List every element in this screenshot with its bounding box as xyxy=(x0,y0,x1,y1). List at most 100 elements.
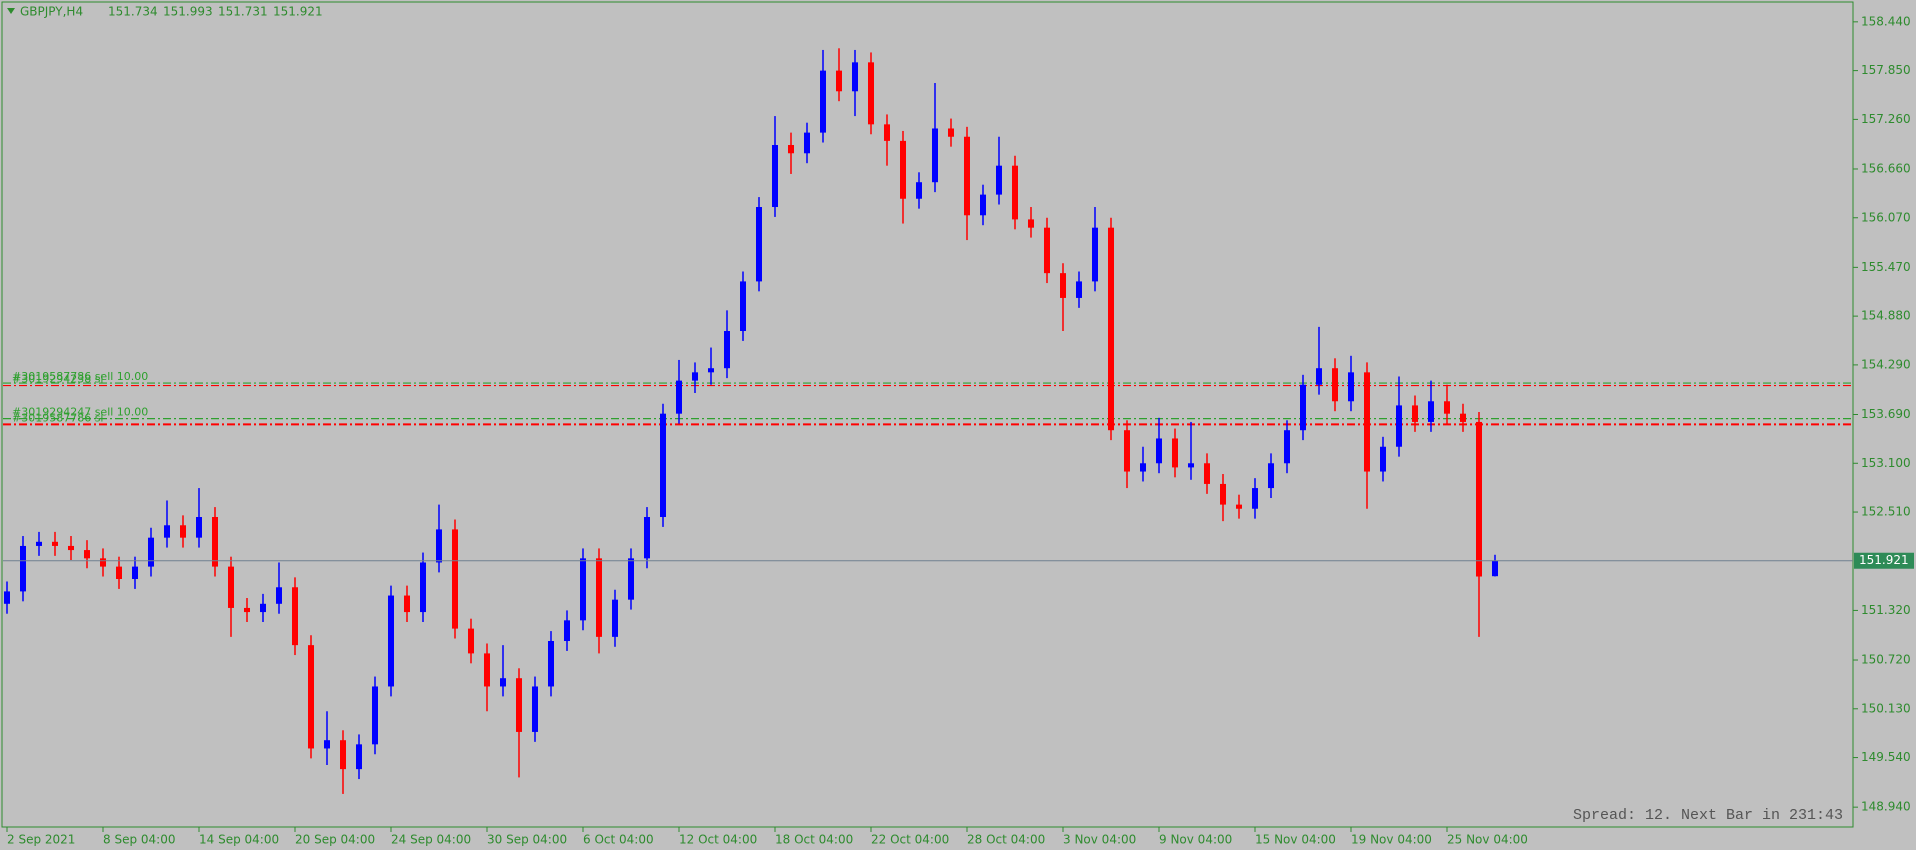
candle-body xyxy=(548,641,554,687)
candle-body xyxy=(516,678,522,732)
candle-body xyxy=(980,194,986,216)
candle-body xyxy=(500,678,506,687)
y-tick-label: 149.540 xyxy=(1861,750,1911,764)
candle-body xyxy=(1300,384,1306,431)
x-tick-label: 24 Sep 04:00 xyxy=(391,833,471,847)
candle-body xyxy=(1428,401,1434,422)
x-tick-label: 8 Sep 04:00 xyxy=(103,833,175,847)
candle-body xyxy=(612,599,618,637)
candle-body xyxy=(292,587,298,646)
symbol-title: GBPJPY,H4 xyxy=(20,5,83,19)
header: GBPJPY,H4 151.734 151.993 151.731 151.92… xyxy=(20,5,323,19)
candle-body xyxy=(1444,401,1450,414)
candle-body xyxy=(84,550,90,559)
candle-body xyxy=(356,744,362,770)
x-tick-label: 28 Oct 04:00 xyxy=(967,833,1045,847)
candle-body xyxy=(324,740,330,749)
candle-body xyxy=(740,281,746,332)
candle-body xyxy=(596,558,602,637)
candle-body xyxy=(644,517,650,559)
candle-body xyxy=(20,545,26,592)
candle-body xyxy=(1092,227,1098,282)
candle-body xyxy=(852,62,858,92)
y-tick-label: 156.070 xyxy=(1861,210,1911,224)
y-tick-label: 154.290 xyxy=(1861,357,1911,371)
candle-body xyxy=(1204,463,1210,484)
candle-body xyxy=(1380,446,1386,472)
candle-body xyxy=(196,517,202,538)
candle-body xyxy=(308,645,314,749)
candle-body xyxy=(1284,430,1290,464)
x-tick-label: 12 Oct 04:00 xyxy=(679,833,757,847)
candle-body xyxy=(4,591,10,604)
candle-body xyxy=(1268,463,1274,489)
candle-body xyxy=(804,132,810,154)
header-low: 151.731 xyxy=(218,5,268,19)
candle-body xyxy=(916,182,922,199)
candle-body xyxy=(1364,372,1370,472)
y-tick-label: 157.850 xyxy=(1861,63,1911,77)
candles xyxy=(4,48,1498,794)
candle-body xyxy=(580,558,586,621)
candle-body xyxy=(1012,165,1018,220)
candle-body xyxy=(1252,488,1258,509)
candle-body xyxy=(420,562,426,613)
spread-status: Spread: 12. Next Bar in 231:43 xyxy=(1573,807,1843,824)
x-tick-label: 30 Sep 04:00 xyxy=(487,833,567,847)
y-tick-label: 153.100 xyxy=(1861,456,1911,470)
order-label: #3019294238 sl xyxy=(12,373,104,386)
x-tick-label: 6 Oct 04:00 xyxy=(583,833,654,847)
candle-body xyxy=(132,566,138,580)
candle-body xyxy=(1188,463,1194,468)
y-tick-label: 156.660 xyxy=(1861,161,1911,175)
y-tick-label: 151.320 xyxy=(1861,603,1911,617)
candle-body xyxy=(1172,438,1178,468)
y-tick-label: 153.690 xyxy=(1861,407,1911,421)
candle-body xyxy=(564,620,570,642)
candle-body xyxy=(452,529,458,629)
candle-body xyxy=(1492,560,1498,577)
candle-body xyxy=(708,368,714,373)
candle-body xyxy=(660,413,666,518)
candle-body xyxy=(1124,430,1130,472)
candle-body xyxy=(36,541,42,546)
candle-body xyxy=(1028,219,1034,228)
candle-body xyxy=(932,128,938,183)
candle-body xyxy=(1108,227,1114,431)
candle-body xyxy=(180,525,186,538)
candle-body xyxy=(68,545,74,551)
candle-body xyxy=(244,607,250,613)
x-tick-label: 2 Sep 2021 xyxy=(7,833,75,847)
candle-body xyxy=(1044,227,1050,274)
candle-body xyxy=(948,128,954,137)
candle-body xyxy=(52,541,58,546)
candle-body xyxy=(388,595,394,687)
x-tick-label: 19 Nov 04:00 xyxy=(1351,833,1432,847)
candle-body xyxy=(756,207,762,282)
candle-body xyxy=(628,558,634,600)
candle-body xyxy=(260,603,266,613)
candle-body xyxy=(1460,413,1466,422)
candle-body xyxy=(1236,504,1242,509)
y-tick-label: 152.510 xyxy=(1861,505,1911,519)
header-close: 151.921 xyxy=(273,5,323,19)
candle-body xyxy=(164,525,170,538)
candle-body xyxy=(340,740,346,770)
candle-body xyxy=(996,165,1002,195)
candle-body xyxy=(1332,368,1338,402)
collapse-toggle[interactable] xyxy=(7,8,15,14)
x-tick-label: 9 Nov 04:00 xyxy=(1159,833,1232,847)
candle-body xyxy=(1476,421,1482,577)
y-tick-label: 148.940 xyxy=(1861,800,1911,814)
y-tick-label: 150.130 xyxy=(1861,701,1911,715)
candle-body xyxy=(1060,273,1066,298)
order-label: #3019294247 sell 10.00 xyxy=(12,406,148,419)
candle-body xyxy=(468,628,474,654)
order-label: #3019587786 sl xyxy=(12,411,104,424)
candle-body xyxy=(1220,483,1226,505)
x-tick-label: 18 Oct 04:00 xyxy=(775,833,853,847)
candle-body xyxy=(276,587,282,604)
candle-body xyxy=(1316,368,1322,385)
candle-body xyxy=(404,595,410,613)
